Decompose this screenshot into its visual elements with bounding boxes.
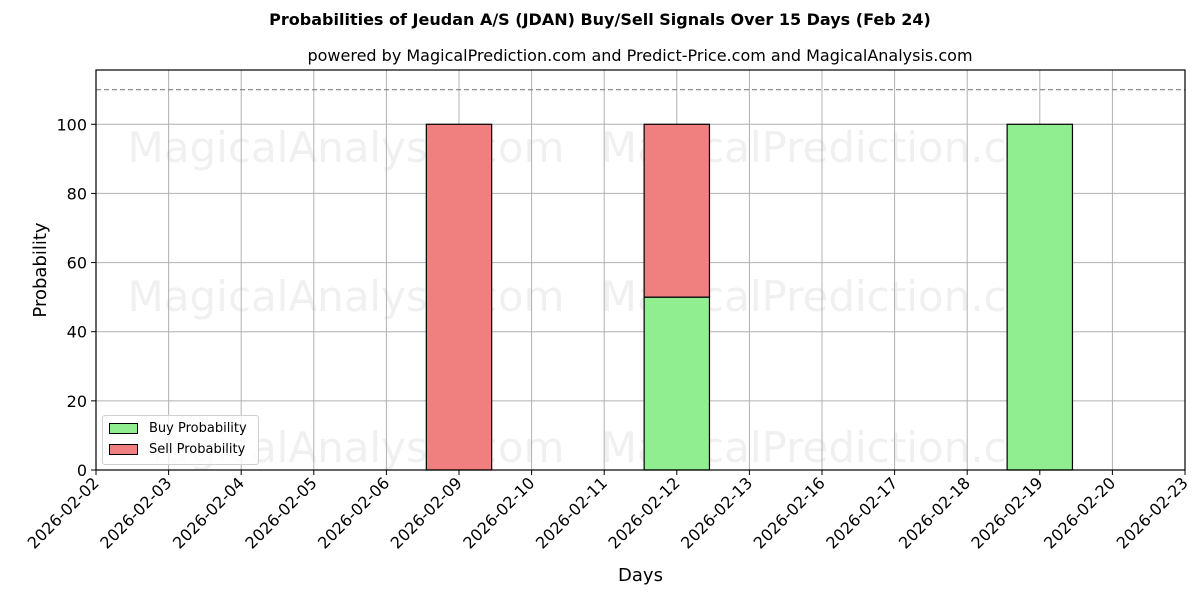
bar-segment: [643, 123, 711, 298]
x-tick-label: 2026-02-20: [1040, 473, 1119, 552]
y-tick-label: 80: [67, 184, 87, 203]
sell-swatch-icon: [109, 444, 138, 455]
y-tick-label: 40: [67, 323, 87, 342]
chart-title: Probabilities of Jeudan A/S (JDAN) Buy/S…: [269, 10, 931, 29]
y-tick-label: 0: [77, 461, 87, 480]
x-tick-label: 2026-02-04: [169, 473, 248, 552]
x-tick-label: 2026-02-09: [387, 473, 466, 552]
legend-item-buy: Buy Probability: [109, 421, 247, 436]
x-tick-label: 2026-02-16: [750, 473, 829, 552]
bar-segment: [643, 296, 711, 471]
x-tick-label: 2026-02-03: [96, 473, 175, 552]
buy-swatch-icon: [109, 423, 138, 434]
y-tick-label: 60: [67, 254, 87, 273]
axes-frame: [95, 69, 1186, 471]
x-tick-label: 2026-02-11: [532, 473, 611, 552]
legend: Buy Probability Sell Probability: [102, 415, 259, 465]
legend-label-buy: Buy Probability: [149, 421, 247, 436]
bar-segment: [425, 123, 493, 471]
x-tick-label: 2026-02-10: [459, 473, 538, 552]
y-tick-label: 100: [56, 115, 87, 134]
bar-segment: [1006, 123, 1074, 471]
legend-label-sell: Sell Probability: [149, 442, 246, 457]
x-axis-label: Days: [618, 565, 663, 586]
x-tick-label: 2026-02-12: [604, 473, 683, 552]
x-tick-label: 2026-02-13: [677, 473, 756, 552]
x-tick-label: 2026-02-05: [241, 473, 320, 552]
chart-subtitle: powered by MagicalPrediction.com and Pre…: [307, 46, 973, 65]
watermark: MagicalAnalysis.com: [128, 272, 565, 321]
x-tick-label: 2026-02-18: [895, 473, 974, 552]
x-tick-label: 2026-02-23: [1113, 473, 1192, 552]
x-tick-label: 2026-02-19: [967, 473, 1046, 552]
y-axis-label: Probability: [30, 222, 51, 317]
y-tick-label: 20: [67, 392, 87, 411]
watermark: MagicalAnalysis.com: [128, 123, 565, 172]
x-tick-label: 2026-02-17: [822, 473, 901, 552]
x-tick-label: 2026-02-06: [314, 473, 393, 552]
x-tick-label: 2026-02-02: [24, 473, 103, 552]
legend-item-sell: Sell Probability: [109, 442, 245, 457]
